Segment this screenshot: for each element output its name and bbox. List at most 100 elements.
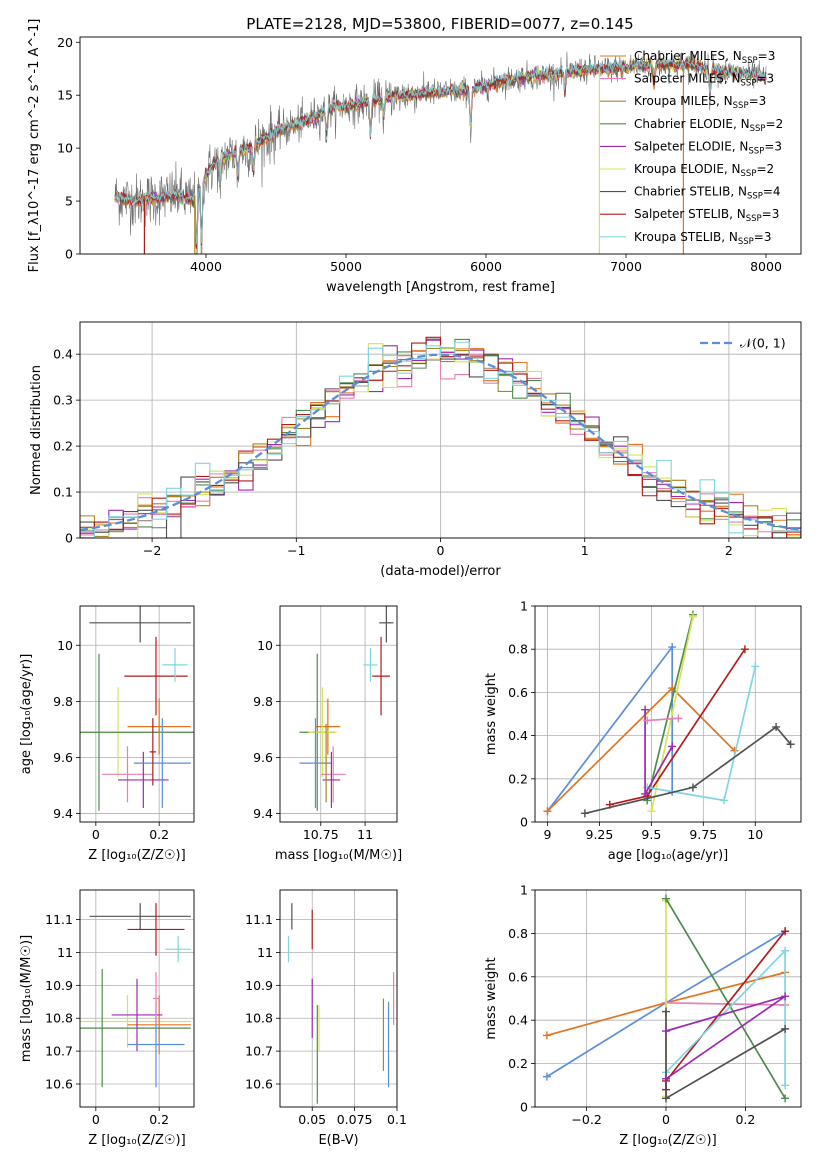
x-tick-label: 0.2: [735, 1112, 755, 1127]
mass-weight-marker: [662, 1074, 671, 1083]
y-tick-label: 10.7: [245, 1044, 273, 1059]
figure-title: PLATE=2128, MJD=53800, FIBERID=0077, z=0…: [246, 15, 633, 33]
axes-frame: [79, 36, 802, 255]
massweight_vs_age-plot: [543, 610, 795, 818]
axes-frame: [534, 889, 802, 1108]
x-axis-label: Z [log₁₀(Z/Z☉)]: [88, 848, 185, 863]
mass-weight-marker: [674, 714, 683, 723]
mass_vs_Z-axes: 0 0.2 10.6 10.7 10.8 10.9 11 11.1 Z [log₁₀(Z/Z☉)…: [19, 889, 195, 1148]
x-tick-label: 0: [437, 543, 445, 558]
y-tick-label: 0.4: [53, 347, 73, 362]
age_vs_Z-panel: 0 0.2 9.4 9.6 9.8 10 Z [log₁₀(Z/Z☉)] age [log₁₀…: [19, 605, 195, 863]
x-tick-label: 5000: [330, 259, 362, 274]
y-tick-label: 11: [57, 945, 73, 960]
x-tick-label: 9.5: [641, 827, 661, 842]
mass-weight-marker: [543, 807, 552, 816]
spectrum-plot: [114, 51, 767, 254]
residual-histogram-step: [80, 341, 801, 538]
age_vs_Z-grid: [80, 606, 194, 822]
legend-label-sub: SSP: [742, 56, 758, 66]
legend-entry: 𝒩(0, 1): [740, 336, 786, 351]
x-tick-label: 0.05: [298, 1112, 326, 1127]
mass-weight-marker: [740, 645, 749, 654]
mass-weight-marker: [688, 612, 697, 621]
legend-label-sub: SSP: [733, 101, 749, 111]
legend-label-text: Kroupa STELIB, N: [634, 230, 738, 244]
mass-weight-line: [665, 948, 786, 1086]
x-tick-label: 9: [543, 827, 551, 842]
legend-label-tail: =2: [766, 117, 784, 131]
y-tick-label: 9.6: [53, 750, 73, 765]
x-tick-label: −2: [143, 543, 161, 558]
x-axis-label: age [log₁₀(age/yr)]: [608, 848, 729, 863]
legend-entry: Salpeter STELIB, NSSP=3: [634, 207, 779, 224]
legend-entry: Kroupa STELIB, NSSP=3: [634, 230, 772, 247]
axes-frame: [79, 321, 802, 539]
y-axis-label: age [log₁₀(age/yr)]: [19, 654, 34, 775]
x-tick-label: 0: [92, 827, 100, 842]
y-tick-label: 0.8: [508, 926, 528, 941]
legend-label-text: Kroupa MILES, N: [634, 94, 733, 108]
y-tick-label: 9.8: [253, 694, 273, 709]
mass-weight-marker: [751, 662, 760, 671]
y-tick-label: 10: [57, 638, 73, 653]
legend-label-text: Chabrier ELODIE, N: [634, 117, 750, 131]
y-tick-label: 10.6: [45, 1076, 73, 1091]
x-tick-label: 10.75: [303, 827, 339, 842]
y-tick-label: 0.2: [508, 771, 528, 786]
legend-label-sub: SSP: [738, 237, 754, 247]
y-tick-label: 9.8: [53, 694, 73, 709]
y-axis-label: Flux [f_λ10^-17 erg cm^-2 s^-1 A^-1]: [27, 19, 42, 273]
age_vs_Z-plot: [80, 606, 194, 811]
mass-weight-marker: [781, 1094, 790, 1103]
mass-weight-line: [609, 648, 746, 806]
massweight_vs_Z-plot: [542, 894, 790, 1103]
mass-weight-marker: [668, 742, 677, 751]
mass-weight-marker: [781, 1081, 790, 1090]
y-tick-label: 10.6: [245, 1076, 273, 1091]
legend-label-text: Kroupa ELODIE, N: [634, 162, 741, 176]
spectrum-panel: 4000 5000 6000 7000 8000 0 5 10 15 20 wavelength […: [27, 19, 802, 295]
mass_vs_ebv-plot: [287, 903, 395, 1104]
legend-label-sub: SSP: [741, 79, 757, 89]
x-tick-label: 9.25: [586, 827, 614, 842]
y-tick-label: 10.8: [45, 1011, 73, 1026]
legend-entry: Chabrier STELIB, NSSP=4: [634, 185, 781, 202]
x-tick-label: 1: [581, 543, 589, 558]
legend-label-tail: =3: [749, 94, 767, 108]
x-tick-label: 4000: [190, 259, 222, 274]
mass-weight-marker: [643, 716, 652, 725]
legend-label-tail: =3: [764, 139, 782, 153]
massweight_vs_age-panel: 9 9.25 9.5 9.75 10 0 0.2 0.4 0.6 0.8 1 age [log₁₀(a…: [484, 599, 802, 863]
y-tick-label: 11: [257, 945, 273, 960]
y-axis-label: mass weight: [484, 673, 499, 755]
age_vs_mass-panel: 10.75 11 9.4 9.6 9.8 10 mass [log₁₀(M/M☉)]: [253, 605, 402, 863]
legend-label-text: Salpeter ELODIE, N: [634, 139, 748, 153]
mass_vs_ebv-panel: 0.05 0.075 0.1 10.6 10.7 10.8 10.9 11 11.1 E(B-V): [245, 889, 407, 1148]
massweight_vs_age-axes: 9 9.25 9.5 9.75 10 0 0.2 0.4 0.6 0.8 1 age [log₁₀(a…: [484, 599, 802, 863]
legend-entry: Salpeter MILES, NSSP=3: [634, 72, 774, 89]
mass-weight-marker: [786, 740, 795, 749]
y-tick-label: 0: [65, 531, 73, 546]
y-tick-label: 0.1: [53, 485, 73, 500]
legend-entry: Kroupa MILES, NSSP=3: [634, 94, 766, 111]
mass-weight-marker: [580, 809, 589, 818]
legend-label-tail: =4: [763, 185, 781, 199]
legend-label-tail: =2: [756, 162, 774, 176]
mass-weight-marker: [781, 946, 790, 955]
y-tick-label: 0.3: [53, 393, 73, 408]
legend-label-sub: SSP: [746, 214, 762, 224]
x-tick-label: 0.2: [149, 1112, 169, 1127]
legend-label-tail: =3: [758, 49, 776, 63]
legend-label-text: Chabrier MILES, N: [634, 49, 742, 63]
x-tick-label: 0.1: [387, 1112, 407, 1127]
y-tick-label: 0: [520, 1100, 528, 1115]
mass-weight-marker: [647, 807, 656, 816]
x-axis-label: mass [log₁₀(M/M☉)]: [275, 848, 402, 863]
mass_vs_ebv-grid: [280, 890, 398, 1107]
y-tick-label: 0.6: [508, 685, 528, 700]
x-tick-label: 6000: [470, 259, 502, 274]
x-tick-label: 0.075: [337, 1112, 373, 1127]
mass-weight-marker: [662, 1027, 671, 1036]
y-tick-label: 9.4: [53, 806, 73, 821]
